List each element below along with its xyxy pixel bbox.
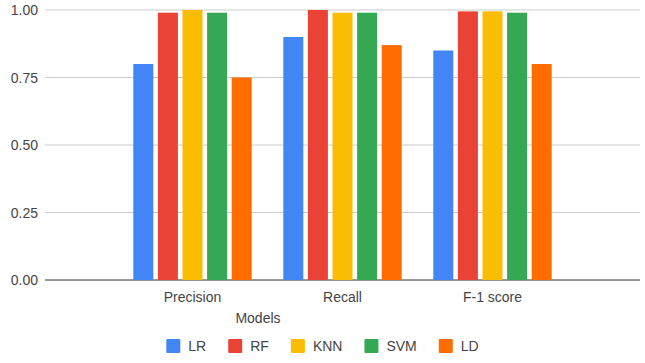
- bar: [458, 11, 478, 280]
- bar: [483, 11, 503, 280]
- y-tick-label: 0.50: [11, 137, 38, 153]
- legend-label: KNN: [313, 338, 343, 354]
- y-tick-label: 1.00: [11, 2, 38, 18]
- grid-line: [45, 10, 640, 11]
- bar: [308, 10, 328, 280]
- y-tick-label: 0.25: [11, 205, 38, 221]
- x-tick-label: Recall: [323, 289, 362, 305]
- legend-label: LD: [461, 338, 479, 354]
- bar: [133, 64, 153, 280]
- legend-label: SVM: [386, 338, 416, 354]
- bar: [158, 13, 178, 280]
- bar: [382, 45, 402, 280]
- bar: [333, 13, 353, 280]
- x-tick-label: F-1 score: [463, 289, 522, 305]
- bar: [433, 51, 453, 281]
- legend-item: KNN: [291, 338, 343, 354]
- x-axis-label: Models: [235, 310, 280, 326]
- legend-label: LR: [188, 338, 206, 354]
- bar: [183, 10, 203, 280]
- x-tick-label: Precision: [164, 289, 222, 305]
- bar: [532, 64, 552, 280]
- legend-swatch: [439, 339, 453, 353]
- y-tick-label: 0.75: [11, 70, 38, 86]
- legend: LR RF KNN SVM LD: [166, 338, 478, 354]
- legend-swatch: [166, 339, 180, 353]
- bar: [232, 78, 252, 281]
- bars: [133, 10, 551, 280]
- legend-item: RF: [228, 338, 269, 354]
- legend-item: LD: [439, 338, 479, 354]
- bar: [357, 13, 377, 280]
- legend-swatch: [291, 339, 305, 353]
- bar: [507, 13, 527, 280]
- y-tick-label: 0.00: [11, 272, 38, 288]
- legend-item: SVM: [364, 338, 416, 354]
- bar: [283, 37, 303, 280]
- chart: 0.00 0.25 0.50 0.75 1.00 Precision Recall F-1 s…: [0, 0, 645, 363]
- legend-swatch: [364, 339, 378, 353]
- legend-swatch: [228, 339, 242, 353]
- bar: [207, 13, 227, 280]
- legend-item: LR: [166, 338, 206, 354]
- legend-label: RF: [250, 338, 269, 354]
